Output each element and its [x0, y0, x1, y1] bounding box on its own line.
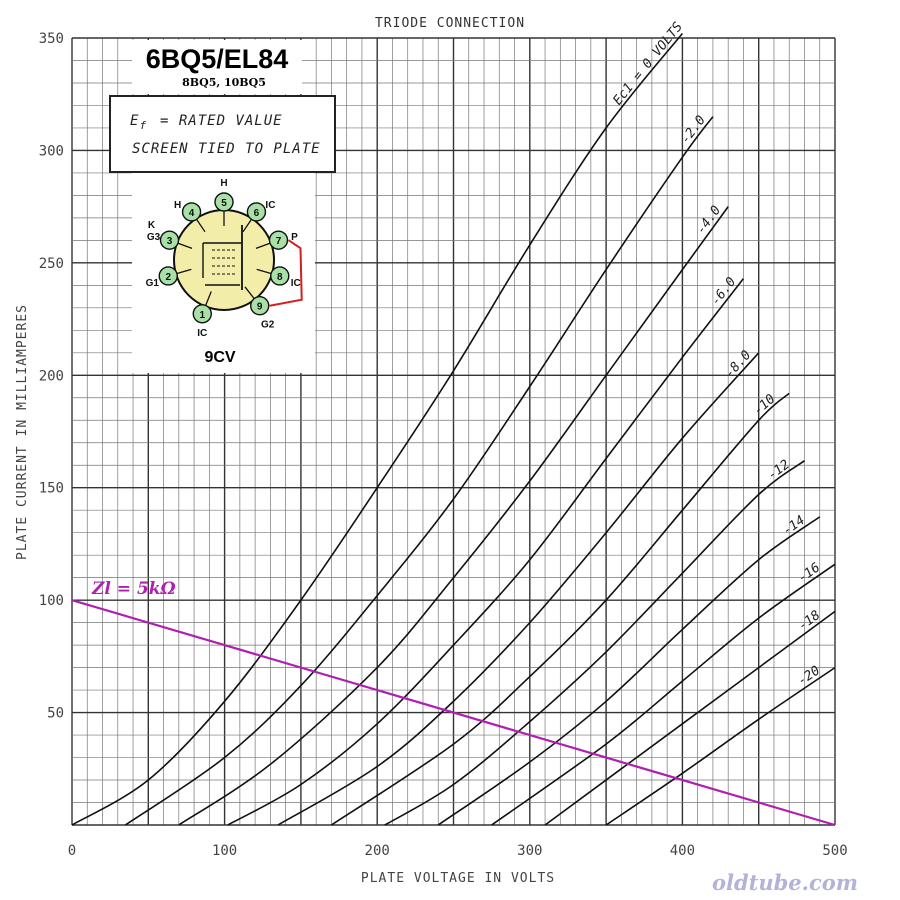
ef-symbol: Ef	[130, 113, 147, 132]
pin-label: IC	[291, 278, 301, 289]
pin-label: G1	[146, 278, 160, 289]
y-tick-label: 250	[39, 256, 64, 272]
tube-name-box	[132, 40, 302, 94]
y-tick-label: 300	[39, 143, 64, 159]
pin-circle	[158, 266, 178, 286]
watermark: oldtube.com	[712, 870, 858, 895]
load-line	[71, 599, 836, 827]
y-axis-label: PLATE CURRENT IN MILLIAMPERES	[15, 304, 30, 560]
screen-plate-strap	[269, 239, 303, 307]
pin-circle	[214, 192, 234, 212]
x-tick-label: 0	[68, 843, 76, 859]
pin-number: 2	[165, 272, 171, 283]
tube-name: 6BQ5/EL84	[146, 44, 289, 74]
pin-number: 6	[254, 208, 260, 219]
pin-circle	[268, 230, 289, 250]
x-axis-label: PLATE VOLTAGE IN VOLTS	[361, 871, 555, 886]
pin-number: 7	[276, 236, 282, 247]
conditions-line2: SCREEN TIED TO PLATE	[132, 141, 321, 157]
y-tick-label: 100	[39, 593, 64, 609]
pin-label: G3	[147, 232, 161, 243]
curve-line	[277, 352, 760, 826]
curve-label: -4.0	[694, 203, 725, 237]
y-tick-label: 150	[39, 481, 64, 497]
curve-label: Ec1 = 0 VOLTS	[610, 19, 686, 108]
pin-label: IC	[265, 200, 275, 211]
pin-number: 4	[189, 208, 195, 219]
pin-circle	[192, 304, 212, 324]
conditions-line1: = RATED VALUE	[160, 113, 283, 129]
pin-circle	[159, 230, 180, 250]
load-line-group: Zl = 5kΩ	[71, 579, 836, 827]
y-tick-label: 50	[47, 706, 64, 722]
curve-line	[227, 278, 745, 826]
curve-label: -20	[795, 663, 823, 689]
curve-label: -18	[796, 608, 824, 634]
pin-circle	[246, 202, 267, 222]
curve-label: -10	[751, 392, 779, 419]
pin-number: 8	[277, 272, 283, 283]
pin-number: 5	[221, 198, 227, 209]
y-tick-label: 350	[39, 31, 64, 47]
curve-line	[330, 392, 790, 826]
curve-label: -12	[765, 457, 793, 483]
curve-line	[384, 460, 805, 826]
tube-equivalents: 8BQ5, 10BQ5	[182, 76, 266, 89]
axis-ticks: 0 100 200 300 400 500 50 100 150 200 250 300 350	[39, 31, 848, 859]
curve-label: -16	[795, 560, 823, 586]
y-tick-label: 200	[39, 368, 64, 384]
curve-line	[71, 32, 684, 826]
curve-line	[491, 563, 836, 826]
pin-circle	[250, 296, 270, 316]
pin-label: P	[291, 232, 298, 243]
pin-label: IC	[197, 328, 207, 339]
pin-circle	[181, 202, 202, 222]
conditions-box	[109, 95, 336, 173]
x-tick-label: 400	[670, 843, 695, 859]
pin-number: 1	[199, 310, 205, 321]
x-tick-label: 100	[212, 843, 237, 859]
curve-label: -14	[780, 513, 808, 539]
pin-number: 9	[257, 302, 263, 313]
curve-line	[124, 116, 714, 826]
pin-number: 3	[167, 236, 173, 247]
load-line-label: Zl = 5kΩ	[91, 579, 176, 599]
curve-line	[437, 516, 821, 826]
pin-label-k: K	[148, 220, 156, 231]
curve-line	[605, 666, 836, 826]
tube-inset: 6BQ5/EL84 8BQ5, 10BQ5 Ef = RATED VALUE S…	[109, 40, 336, 373]
pin-label: G2	[261, 320, 275, 331]
base-type: 9CV	[204, 349, 235, 366]
pin-label: H	[174, 200, 181, 211]
chart-title: TRIODE CONNECTION	[375, 16, 525, 31]
x-tick-label: 300	[517, 843, 542, 859]
x-tick-label: 200	[365, 843, 390, 859]
pin-label: H	[220, 178, 227, 189]
curve-line	[544, 610, 836, 826]
pin-circle	[270, 266, 290, 286]
x-tick-label: 500	[822, 843, 847, 859]
curve-line	[178, 206, 729, 826]
